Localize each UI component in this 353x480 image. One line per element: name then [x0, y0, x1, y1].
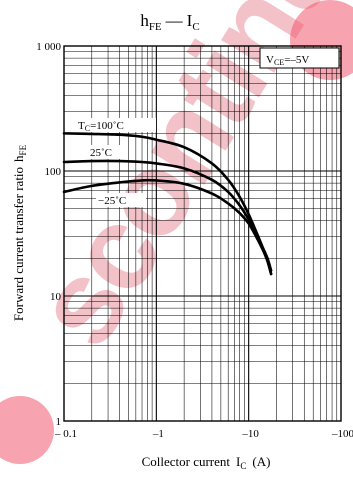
chart-title: hFE — IC: [140, 11, 199, 33]
series-line-minus25c: [62, 178, 273, 276]
y-axis-label: Forward current transfer ratiohFE: [11, 144, 28, 321]
series-label-100c: TC=100˚C: [76, 118, 156, 133]
condition-label: VCE=–5V: [266, 54, 309, 67]
y-tick-label: 100: [45, 166, 62, 178]
curves: [62, 132, 273, 276]
series-label-minus25c: −25˚C: [96, 193, 146, 207]
x-tick-label: –10: [241, 428, 259, 440]
x-tick-label: – 0.1: [54, 428, 77, 440]
svg-text:TC=100˚C: TC=100˚C: [78, 120, 124, 133]
plot-frame: [63, 45, 342, 422]
watermark: scontinued: [0, 0, 353, 464]
tick-labels: – 0.1 –1 –10 –100 1 000 100 10 1: [36, 41, 353, 440]
y-tick-label: 1: [56, 416, 62, 428]
condition-box: [259, 47, 340, 69]
svg-text:25˚C: 25˚C: [90, 147, 112, 159]
grid: [64, 46, 341, 421]
series-label-25c: 25˚C: [86, 145, 128, 159]
svg-text:−25˚C: −25˚C: [98, 195, 126, 207]
x-axis-label: Collector current IC (A): [142, 454, 271, 471]
x-tick-label: –1: [152, 428, 164, 440]
y-tick-label: 1 000: [36, 41, 61, 53]
x-tick-label: –100: [331, 428, 353, 440]
watermark-dot: [0, 396, 54, 464]
y-tick-label: 10: [50, 291, 62, 303]
